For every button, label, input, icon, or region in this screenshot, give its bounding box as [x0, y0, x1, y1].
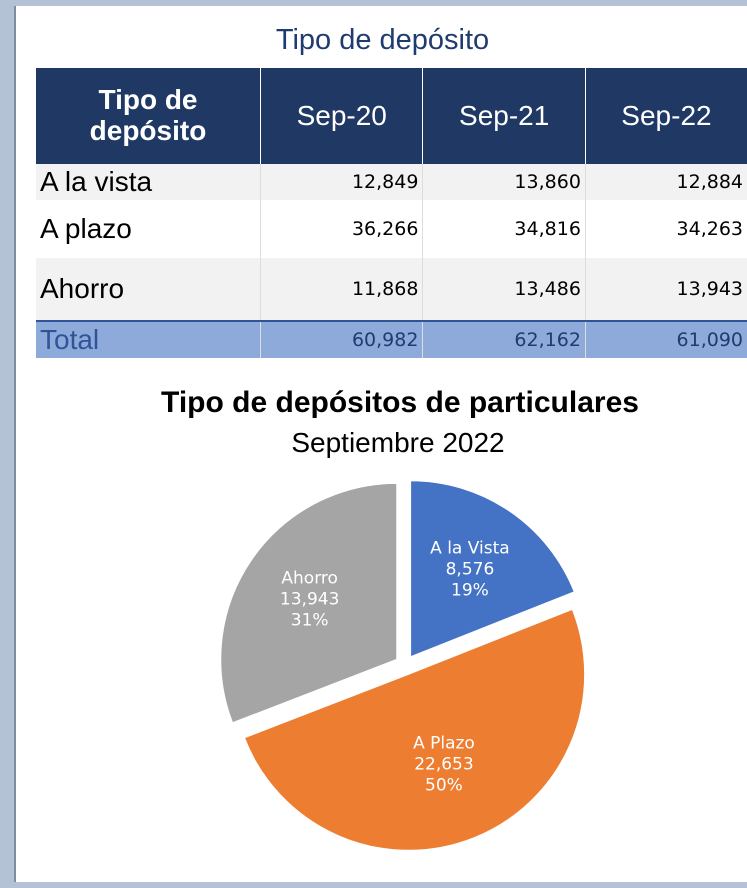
table-cell: 13,486	[422, 258, 586, 321]
table-cell: A plazo	[40, 213, 132, 244]
table: Tipo de depósito Sep-20 Sep-21 Sep-22 A la v…	[36, 68, 747, 358]
slice-label: 19%	[451, 580, 489, 600]
table-cell: 12,849	[259, 164, 423, 200]
slice-label: 8,576	[446, 559, 495, 579]
table-cell: 13,943	[584, 258, 747, 321]
table-row: A la vista 12,849 13,860 12,884	[36, 164, 747, 200]
slice-label: A Plazo	[413, 733, 475, 753]
header-cell: Sep-20	[259, 68, 423, 164]
chart-subtitle: Septiembre 2022	[291, 427, 504, 458]
table-cell: 13,860	[422, 164, 586, 200]
header-row: Tipo de depósito Sep-20 Sep-21 Sep-22	[36, 68, 747, 164]
table-cell: 36,266	[259, 200, 423, 258]
pie-slice	[243, 608, 586, 851]
table-row: Ahorro 11,868 13,486 13,943	[36, 258, 747, 321]
table-cell: 61,090	[584, 320, 747, 358]
chart-title: Tipo de depósitos de particulares	[161, 386, 639, 419]
panel: Tipo de depósito Tipo de depósito Sep-20 S…	[14, 6, 747, 882]
table-cell: A la vista	[36, 164, 261, 200]
pie-slice	[220, 482, 398, 724]
title: Tipo de depósito	[275, 24, 490, 56]
slice-label: 13,943	[280, 590, 339, 610]
table-cell: 62,162	[422, 320, 586, 358]
table-cell: 11,868	[259, 258, 423, 321]
header-cell: Sep-22	[584, 68, 747, 164]
table-cell: 12,884	[584, 164, 747, 200]
slice-label: 50%	[425, 775, 463, 795]
header-cell: Tipo de depósito	[36, 68, 261, 164]
table-cell: 34,816	[422, 200, 586, 258]
table-cell: 34,263	[584, 200, 747, 258]
table-cell: 60,982	[259, 320, 423, 358]
table-row: A plazo 36,266 34,816 34,263	[36, 200, 747, 258]
table-cell: Total	[36, 320, 261, 358]
header-cell: Sep-21	[422, 68, 586, 164]
slice-label: A la Vista	[430, 538, 510, 558]
table-cell: Ahorro	[36, 258, 261, 321]
pie-slice	[410, 480, 575, 658]
slice-label: 31%	[291, 611, 329, 631]
table-row: Total 60,982 62,162 61,090	[36, 320, 747, 358]
slice-label: 22,653	[414, 754, 473, 774]
slice-label: Ahorro	[281, 569, 338, 589]
